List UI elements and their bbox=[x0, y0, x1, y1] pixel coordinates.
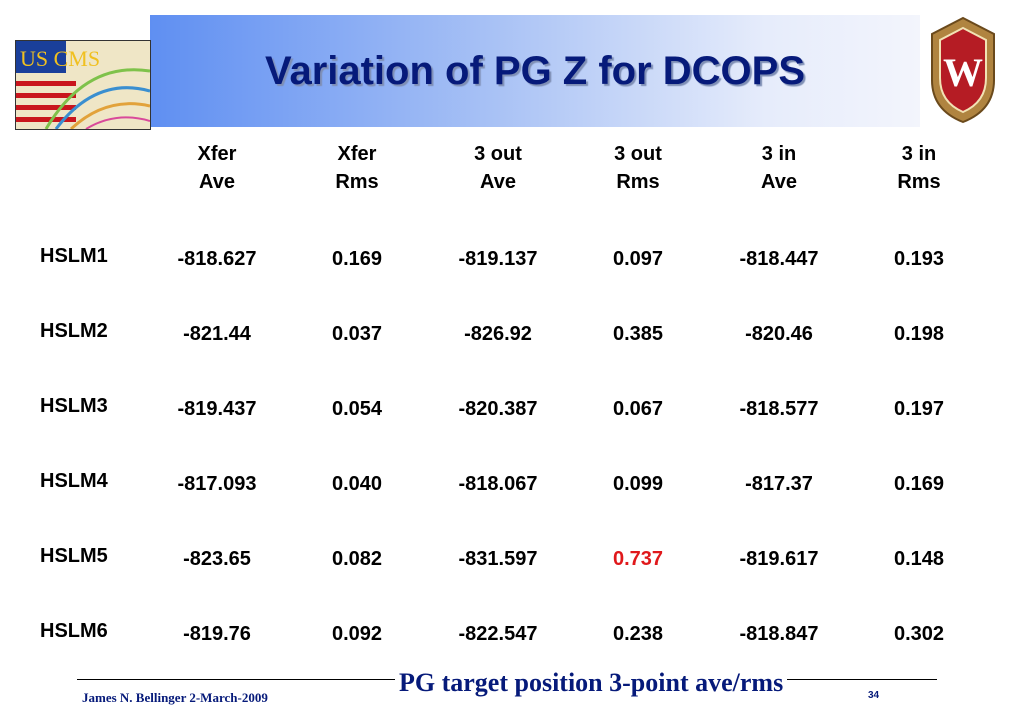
column-header-xfer-ave: Xfer Ave bbox=[197, 143, 237, 193]
table-cell: 0.238 bbox=[612, 623, 664, 645]
wisconsin-crest-logo: W bbox=[926, 14, 1000, 126]
table-cell: 0.148 bbox=[893, 548, 945, 570]
table-cell: -820.46 bbox=[745, 323, 813, 345]
row-label-hslm5: HSLM5 bbox=[40, 545, 108, 567]
table-cell: 0.169 bbox=[331, 248, 383, 270]
crest-letter: W bbox=[943, 50, 983, 95]
table-cell: 0.092 bbox=[331, 623, 383, 645]
table-cell: -823.65 bbox=[183, 548, 251, 570]
column-header-3in-rms: 3 in Rms bbox=[897, 143, 941, 193]
column-header-3in-ave: 3 in Ave bbox=[761, 143, 797, 193]
us-cms-logo: US CMS bbox=[15, 40, 151, 130]
row-label-hslm1: HSLM1 bbox=[40, 245, 108, 267]
table-cell: -818.447 bbox=[739, 248, 819, 270]
table-cell: -818.577 bbox=[739, 398, 819, 420]
table-cell: -831.597 bbox=[458, 548, 538, 570]
table-cell: 0.037 bbox=[331, 323, 383, 345]
slide-title: Variation of PG Z for DCOPS bbox=[264, 48, 806, 93]
us-cms-logo-text: US CMS bbox=[20, 46, 100, 71]
table-cell: 0.099 bbox=[612, 473, 664, 495]
table-cell: -822.547 bbox=[458, 623, 538, 645]
table-cell: -817.093 bbox=[177, 473, 257, 495]
table-cell: -821.44 bbox=[183, 323, 251, 345]
table-cell: 0.385 bbox=[612, 323, 664, 345]
column-header-3out-ave: 3 out Ave bbox=[474, 143, 522, 193]
table-cell: 0.193 bbox=[893, 248, 945, 270]
table-cell: 0.067 bbox=[612, 398, 664, 420]
table-cell: 0.198 bbox=[893, 323, 945, 345]
table-cell: -826.92 bbox=[464, 323, 532, 345]
table-cell: -820.387 bbox=[458, 398, 538, 420]
row-label-hslm2: HSLM2 bbox=[40, 320, 108, 342]
highlighted-table-cell: 0.737 bbox=[612, 548, 664, 570]
table-cell: 0.054 bbox=[331, 398, 383, 420]
table-cell: -817.37 bbox=[745, 473, 813, 495]
table-cell: -819.617 bbox=[739, 548, 819, 570]
title-band: Variation of PG Z for DCOPS bbox=[150, 15, 920, 127]
table-cell: -818.627 bbox=[177, 248, 257, 270]
row-label-hslm3: HSLM3 bbox=[40, 395, 108, 417]
table-cell: 0.040 bbox=[331, 473, 383, 495]
page-number: 34 bbox=[868, 690, 880, 701]
table-cell: 0.302 bbox=[893, 623, 945, 645]
column-header-xfer-rms: Xfer Rms bbox=[335, 143, 379, 193]
table-cell: 0.097 bbox=[612, 248, 664, 270]
table-cell: 0.169 bbox=[893, 473, 945, 495]
table-cell: 0.197 bbox=[893, 398, 945, 420]
table-cell: -818.067 bbox=[458, 473, 538, 495]
column-header-3out-rms: 3 out Rms bbox=[614, 143, 662, 193]
table-cell: -819.437 bbox=[177, 398, 257, 420]
table-cell: -819.137 bbox=[458, 248, 538, 270]
table-cell: 0.082 bbox=[331, 548, 383, 570]
row-label-hslm4: HSLM4 bbox=[40, 470, 108, 492]
footer-author: James N. Bellinger 2-March-2009 bbox=[82, 690, 268, 705]
table-cell: -818.847 bbox=[739, 623, 819, 645]
row-label-hslm6: HSLM6 bbox=[40, 620, 108, 642]
table-caption: PG target position 3-point ave/rms bbox=[395, 668, 788, 698]
table-cell: -819.76 bbox=[183, 623, 251, 645]
